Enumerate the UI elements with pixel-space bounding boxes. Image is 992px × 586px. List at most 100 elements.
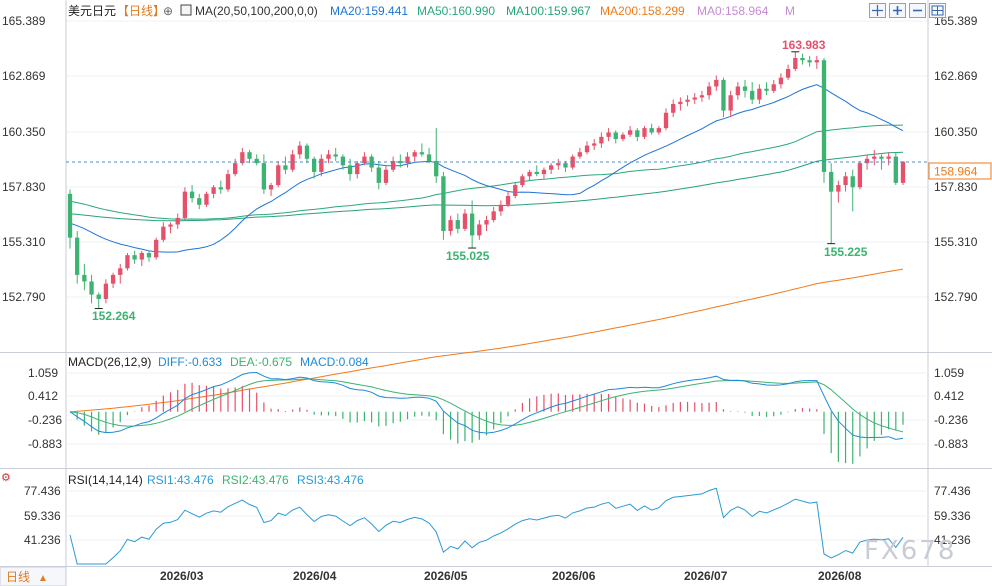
candle-body[interactable] xyxy=(872,156,877,159)
candle-body[interactable] xyxy=(434,160,439,177)
candle-body[interactable] xyxy=(548,165,554,170)
candle-body[interactable] xyxy=(527,171,532,177)
zoom-in-button[interactable] xyxy=(889,3,906,18)
candle-body[interactable] xyxy=(462,213,468,229)
candle-body[interactable] xyxy=(627,130,633,135)
candle-body[interactable] xyxy=(656,128,661,133)
candle-body[interactable] xyxy=(405,156,410,164)
settings-gear-icon[interactable]: ⚙ xyxy=(1,472,11,484)
candle-body[interactable] xyxy=(233,163,238,175)
candle-body[interactable] xyxy=(254,158,259,164)
candle-body[interactable] xyxy=(642,128,647,137)
candle-body[interactable] xyxy=(850,176,855,188)
candle-body[interactable] xyxy=(347,165,353,175)
candle-body[interactable] xyxy=(89,281,94,295)
candle-body[interactable] xyxy=(426,154,432,161)
grid-button[interactable] xyxy=(929,3,946,18)
candle-body[interactable] xyxy=(843,176,848,186)
candle-body[interactable] xyxy=(369,156,374,168)
candle-body[interactable] xyxy=(218,187,223,190)
candle-body[interactable] xyxy=(398,160,403,164)
candle-body[interactable] xyxy=(635,130,640,137)
candle-body[interactable] xyxy=(326,154,331,159)
candle-body[interactable] xyxy=(477,224,482,236)
candle-body[interactable] xyxy=(584,145,590,153)
candle-body[interactable] xyxy=(534,171,539,175)
candle-body[interactable] xyxy=(319,158,324,172)
candle-body[interactable] xyxy=(541,169,547,175)
candle-body[interactable] xyxy=(110,274,116,284)
candle-body[interactable] xyxy=(857,163,863,188)
candle-body[interactable] xyxy=(620,134,626,140)
candle-body[interactable] xyxy=(900,161,906,183)
candle-body[interactable] xyxy=(706,86,712,96)
candle-body[interactable] xyxy=(864,158,870,164)
candle-body[interactable] xyxy=(390,160,396,170)
candle-body[interactable] xyxy=(721,79,726,111)
candle-body[interactable] xyxy=(699,95,705,98)
candle-body[interactable] xyxy=(441,176,446,232)
candle-body[interactable] xyxy=(692,97,697,100)
candle-body[interactable] xyxy=(383,169,389,183)
candle-body[interactable] xyxy=(735,86,740,96)
candle-body[interactable] xyxy=(771,84,776,91)
candlestick-series[interactable] xyxy=(67,51,906,309)
candle-body[interactable] xyxy=(125,255,130,269)
candle-body[interactable] xyxy=(189,191,195,199)
candle-body[interactable] xyxy=(290,154,295,170)
candle-body[interactable] xyxy=(764,88,769,91)
candle-body[interactable] xyxy=(821,60,827,172)
ma-settings-icon[interactable]: ⊕ xyxy=(163,4,173,18)
candle-body[interactable] xyxy=(520,176,525,186)
candle-body[interactable] xyxy=(484,220,489,225)
candle-body[interactable] xyxy=(800,58,805,61)
candle-body[interactable] xyxy=(419,152,425,155)
candle-body[interactable] xyxy=(225,174,231,190)
candle-body[interactable] xyxy=(197,198,202,205)
candle-body[interactable] xyxy=(118,268,123,275)
candle-body[interactable] xyxy=(663,112,669,129)
candle-body[interactable] xyxy=(563,163,568,168)
candle-body[interactable] xyxy=(649,128,654,133)
candle-body[interactable] xyxy=(807,60,812,63)
candle-body[interactable] xyxy=(261,163,267,190)
candle-body[interactable] xyxy=(448,220,453,232)
candle-body[interactable] xyxy=(886,156,891,159)
candle-body[interactable] xyxy=(750,90,755,100)
candle-body[interactable] xyxy=(714,79,719,87)
candle-body[interactable] xyxy=(376,167,381,183)
candle-body[interactable] xyxy=(742,86,748,91)
candle-body[interactable] xyxy=(678,101,683,105)
candle-body[interactable] xyxy=(893,156,898,183)
candle-body[interactable] xyxy=(412,152,417,157)
candle-body[interactable] xyxy=(613,132,618,140)
candle-body[interactable] xyxy=(333,154,338,157)
candle-body[interactable] xyxy=(505,196,511,205)
candle-body[interactable] xyxy=(161,226,166,240)
candle-body[interactable] xyxy=(132,255,137,260)
zoom-out-button[interactable] xyxy=(909,3,926,18)
candle-body[interactable] xyxy=(671,104,676,113)
crosshair-button[interactable] xyxy=(869,3,886,18)
candle-body[interactable] xyxy=(498,204,504,212)
candle-body[interactable] xyxy=(139,252,144,260)
candle-body[interactable] xyxy=(103,283,109,299)
candle-body[interactable] xyxy=(355,163,360,175)
candle-body[interactable] xyxy=(304,145,310,159)
candle-body[interactable] xyxy=(240,152,245,164)
candle-body[interactable] xyxy=(283,165,288,170)
candle-body[interactable] xyxy=(82,274,87,282)
candle-body[interactable] xyxy=(556,163,561,166)
candle-body[interactable] xyxy=(785,68,791,78)
candle-body[interactable] xyxy=(599,136,604,144)
period-button[interactable] xyxy=(0,566,67,586)
candle-body[interactable] xyxy=(75,237,80,275)
candle-body[interactable] xyxy=(685,99,690,102)
candle-body[interactable] xyxy=(154,239,159,258)
candle-body[interactable] xyxy=(247,152,252,159)
candle-body[interactable] xyxy=(312,158,317,172)
candle-body[interactable] xyxy=(276,165,281,186)
candle-body[interactable] xyxy=(204,193,209,205)
candle-body[interactable] xyxy=(836,185,841,192)
